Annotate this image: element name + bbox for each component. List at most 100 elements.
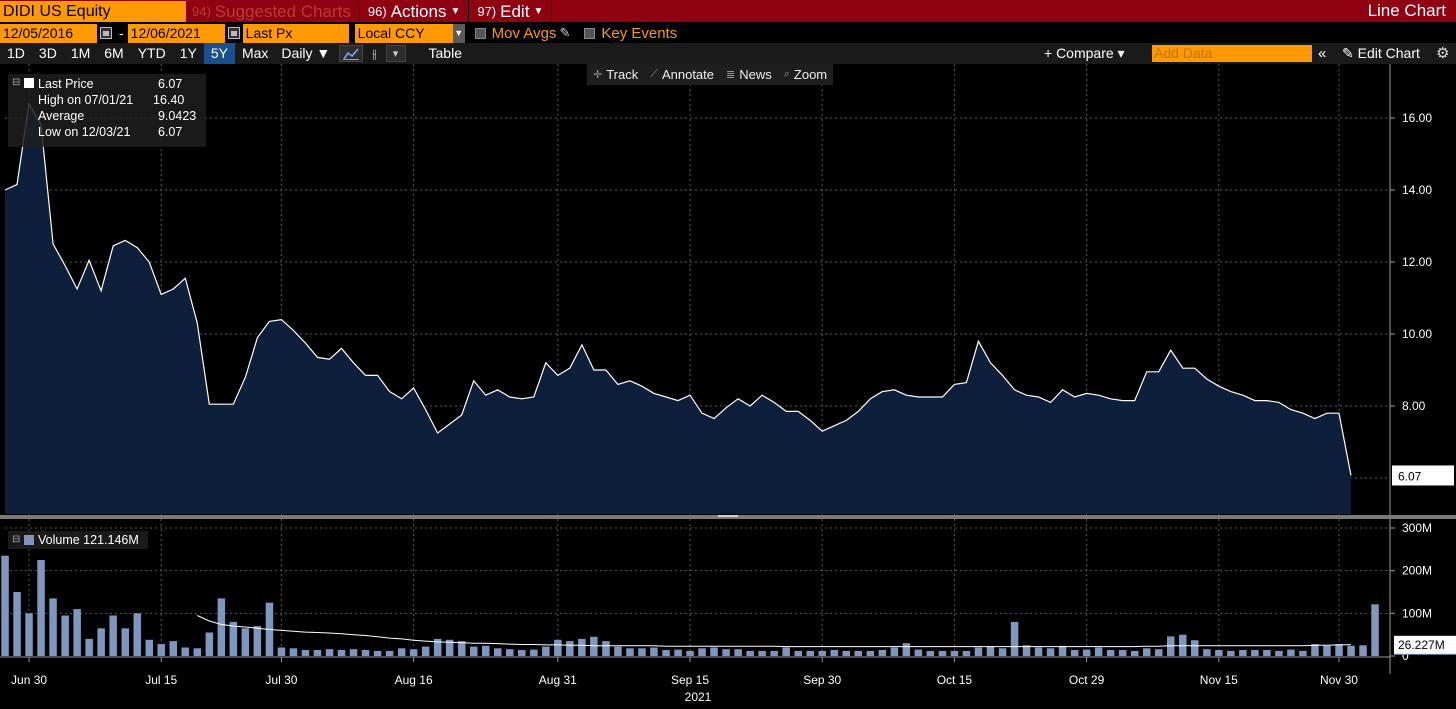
track-tool[interactable]: ✛ Track bbox=[587, 67, 644, 82]
start-date-field[interactable]: 12/05/2016 bbox=[0, 23, 97, 43]
timeframe-toolbar: 1D 3D 1M 6M YTD 1Y 5Y Max Daily ▼ ⫲ ▾ Table + C… bbox=[0, 43, 1456, 64]
currency-select[interactable]: Local CCY bbox=[354, 23, 453, 43]
timeframe-1y-button[interactable]: 1Y bbox=[179, 45, 197, 61]
pencil-icon: ✎ bbox=[1342, 45, 1354, 61]
collapse-icon[interactable]: « bbox=[1318, 45, 1327, 62]
price-y-tick-label: 16.00 bbox=[1402, 111, 1432, 125]
timeframe-1d-button[interactable]: 1D bbox=[7, 45, 25, 61]
volume-bar bbox=[253, 626, 262, 656]
title-bar: DIDI US Equity 94) Suggested Charts 96) … bbox=[0, 0, 1456, 22]
key-events-label: Key Events bbox=[601, 24, 678, 42]
timeframe-3d-button[interactable]: 3D bbox=[38, 45, 57, 61]
suggested-charts-menu[interactable]: 94) Suggested Charts bbox=[186, 1, 357, 22]
periodicity-select[interactable]: Daily ▼ bbox=[281, 45, 331, 61]
price-y-tick-label: 14.00 bbox=[1402, 183, 1432, 197]
caret-down-icon: ▼ bbox=[450, 5, 461, 17]
timeframe-1m-button[interactable]: 1M bbox=[70, 45, 91, 61]
volume-bar bbox=[854, 650, 862, 656]
suggested-charts-label: Suggested Charts bbox=[214, 1, 351, 21]
volume-bar bbox=[950, 650, 959, 656]
end-date-field[interactable]: 12/06/2021 bbox=[127, 23, 225, 43]
news-tool[interactable]: ≣ News bbox=[720, 67, 778, 82]
volume-bar bbox=[818, 650, 826, 656]
volume-bar bbox=[1058, 645, 1067, 656]
timeframe-max-button[interactable]: Max bbox=[241, 45, 269, 61]
price-line bbox=[4, 101, 1352, 476]
volume-bar bbox=[25, 613, 33, 656]
volume-bar bbox=[289, 648, 298, 656]
volume-bar bbox=[421, 646, 430, 656]
last-price-label: Last Price bbox=[38, 77, 94, 91]
pane-resize-handle bbox=[718, 515, 738, 517]
volume-bar bbox=[842, 650, 850, 656]
x-year-label: 2021 bbox=[685, 690, 712, 704]
volume-bar bbox=[758, 650, 766, 656]
volume-y-tick-label: 200M bbox=[1402, 564, 1432, 578]
volume-bar bbox=[361, 650, 370, 656]
volume-bar bbox=[277, 647, 286, 656]
volume-bar bbox=[1118, 650, 1127, 656]
add-data-input[interactable]: Add Data bbox=[1152, 45, 1312, 62]
edit-menu[interactable]: 97) Edit ▼ bbox=[471, 1, 549, 22]
line-chart-icon[interactable] bbox=[339, 45, 364, 62]
magnifier-icon: ⌕ bbox=[783, 68, 790, 80]
volume-bar bbox=[1094, 647, 1103, 656]
suggested-charts-number: 94) bbox=[192, 3, 211, 19]
volume-bar bbox=[397, 648, 406, 656]
edit-chart-button[interactable]: ✎ Edit Chart bbox=[1342, 43, 1420, 64]
annotate-tool[interactable]: ⟋ Annotate bbox=[644, 67, 720, 82]
separator bbox=[468, 0, 470, 22]
volume-bar bbox=[626, 648, 634, 656]
timeframe-5y-button[interactable]: 5Y bbox=[203, 43, 235, 64]
volume-bar bbox=[986, 646, 995, 656]
x-tick-label: Jun 30 bbox=[11, 673, 47, 687]
calendar-icon[interactable] bbox=[227, 27, 240, 39]
timeframe-ytd-button[interactable]: YTD bbox=[137, 45, 166, 61]
volume-bar bbox=[542, 646, 550, 656]
volume-bar bbox=[1131, 650, 1139, 656]
volume-bar bbox=[794, 650, 802, 656]
table-button[interactable]: Table bbox=[428, 45, 462, 61]
volume-bar bbox=[1070, 650, 1079, 656]
volume-bar bbox=[241, 628, 250, 656]
collapse-legend-icon[interactable]: ⊟ bbox=[12, 534, 21, 545]
actions-menu[interactable]: 96) Actions ▼ bbox=[362, 1, 466, 22]
x-tick-label: Sep 30 bbox=[803, 673, 841, 687]
calendar-icon[interactable] bbox=[100, 27, 112, 39]
chevron-down-icon[interactable]: ▾ bbox=[385, 45, 406, 62]
volume-bar bbox=[674, 649, 682, 656]
volume-bar bbox=[494, 648, 502, 656]
volume-legend: ⊟ Volume 121.146M bbox=[8, 531, 148, 549]
pencil-icon[interactable]: ✎ bbox=[559, 25, 571, 40]
volume-bar bbox=[217, 598, 226, 656]
compare-button[interactable]: + Compare ▾ bbox=[1044, 45, 1125, 61]
chart-type-label: Line Chart bbox=[1367, 1, 1446, 20]
volume-bar bbox=[770, 650, 778, 656]
chevron-down-icon[interactable]: ▼ bbox=[452, 23, 465, 43]
x-tick-label: Nov 30 bbox=[1320, 673, 1358, 687]
x-tick-label: Sep 15 bbox=[671, 673, 709, 687]
volume-bar bbox=[1227, 650, 1235, 656]
edit-chart-label: Edit Chart bbox=[1357, 45, 1420, 61]
volume-bar bbox=[686, 650, 694, 656]
collapse-legend-icon[interactable]: ⊟ bbox=[12, 77, 21, 88]
key-events-checkbox[interactable] bbox=[584, 27, 596, 39]
zoom-tool[interactable]: ⌕ Zoom bbox=[778, 67, 833, 82]
volume-bar bbox=[578, 638, 586, 656]
price-volume-chart[interactable]: Jun 30 Jul 15 Jul 30 Aug 16 Aug 31 Sep 15 Sep … bbox=[0, 64, 1456, 709]
volume-bar bbox=[1034, 647, 1043, 656]
mov-avgs-checkbox[interactable] bbox=[474, 27, 486, 39]
volume-bar bbox=[782, 647, 790, 656]
bar-chart-icon[interactable]: ⫲ bbox=[372, 46, 377, 61]
field-select[interactable]: Last Px bbox=[242, 23, 349, 43]
ticker-field[interactable]: DIDI US Equity bbox=[0, 1, 186, 22]
volume-bar bbox=[530, 649, 538, 656]
edit-label: Edit bbox=[500, 1, 530, 21]
volume-bar bbox=[962, 650, 971, 656]
volume-bar bbox=[1263, 650, 1271, 656]
volume-bar bbox=[325, 649, 334, 656]
gear-icon[interactable]: ⚙ bbox=[1436, 45, 1450, 62]
volume-bar bbox=[169, 641, 177, 656]
x-tick-label: Nov 15 bbox=[1200, 673, 1238, 687]
timeframe-6m-button[interactable]: 6M bbox=[104, 45, 124, 61]
